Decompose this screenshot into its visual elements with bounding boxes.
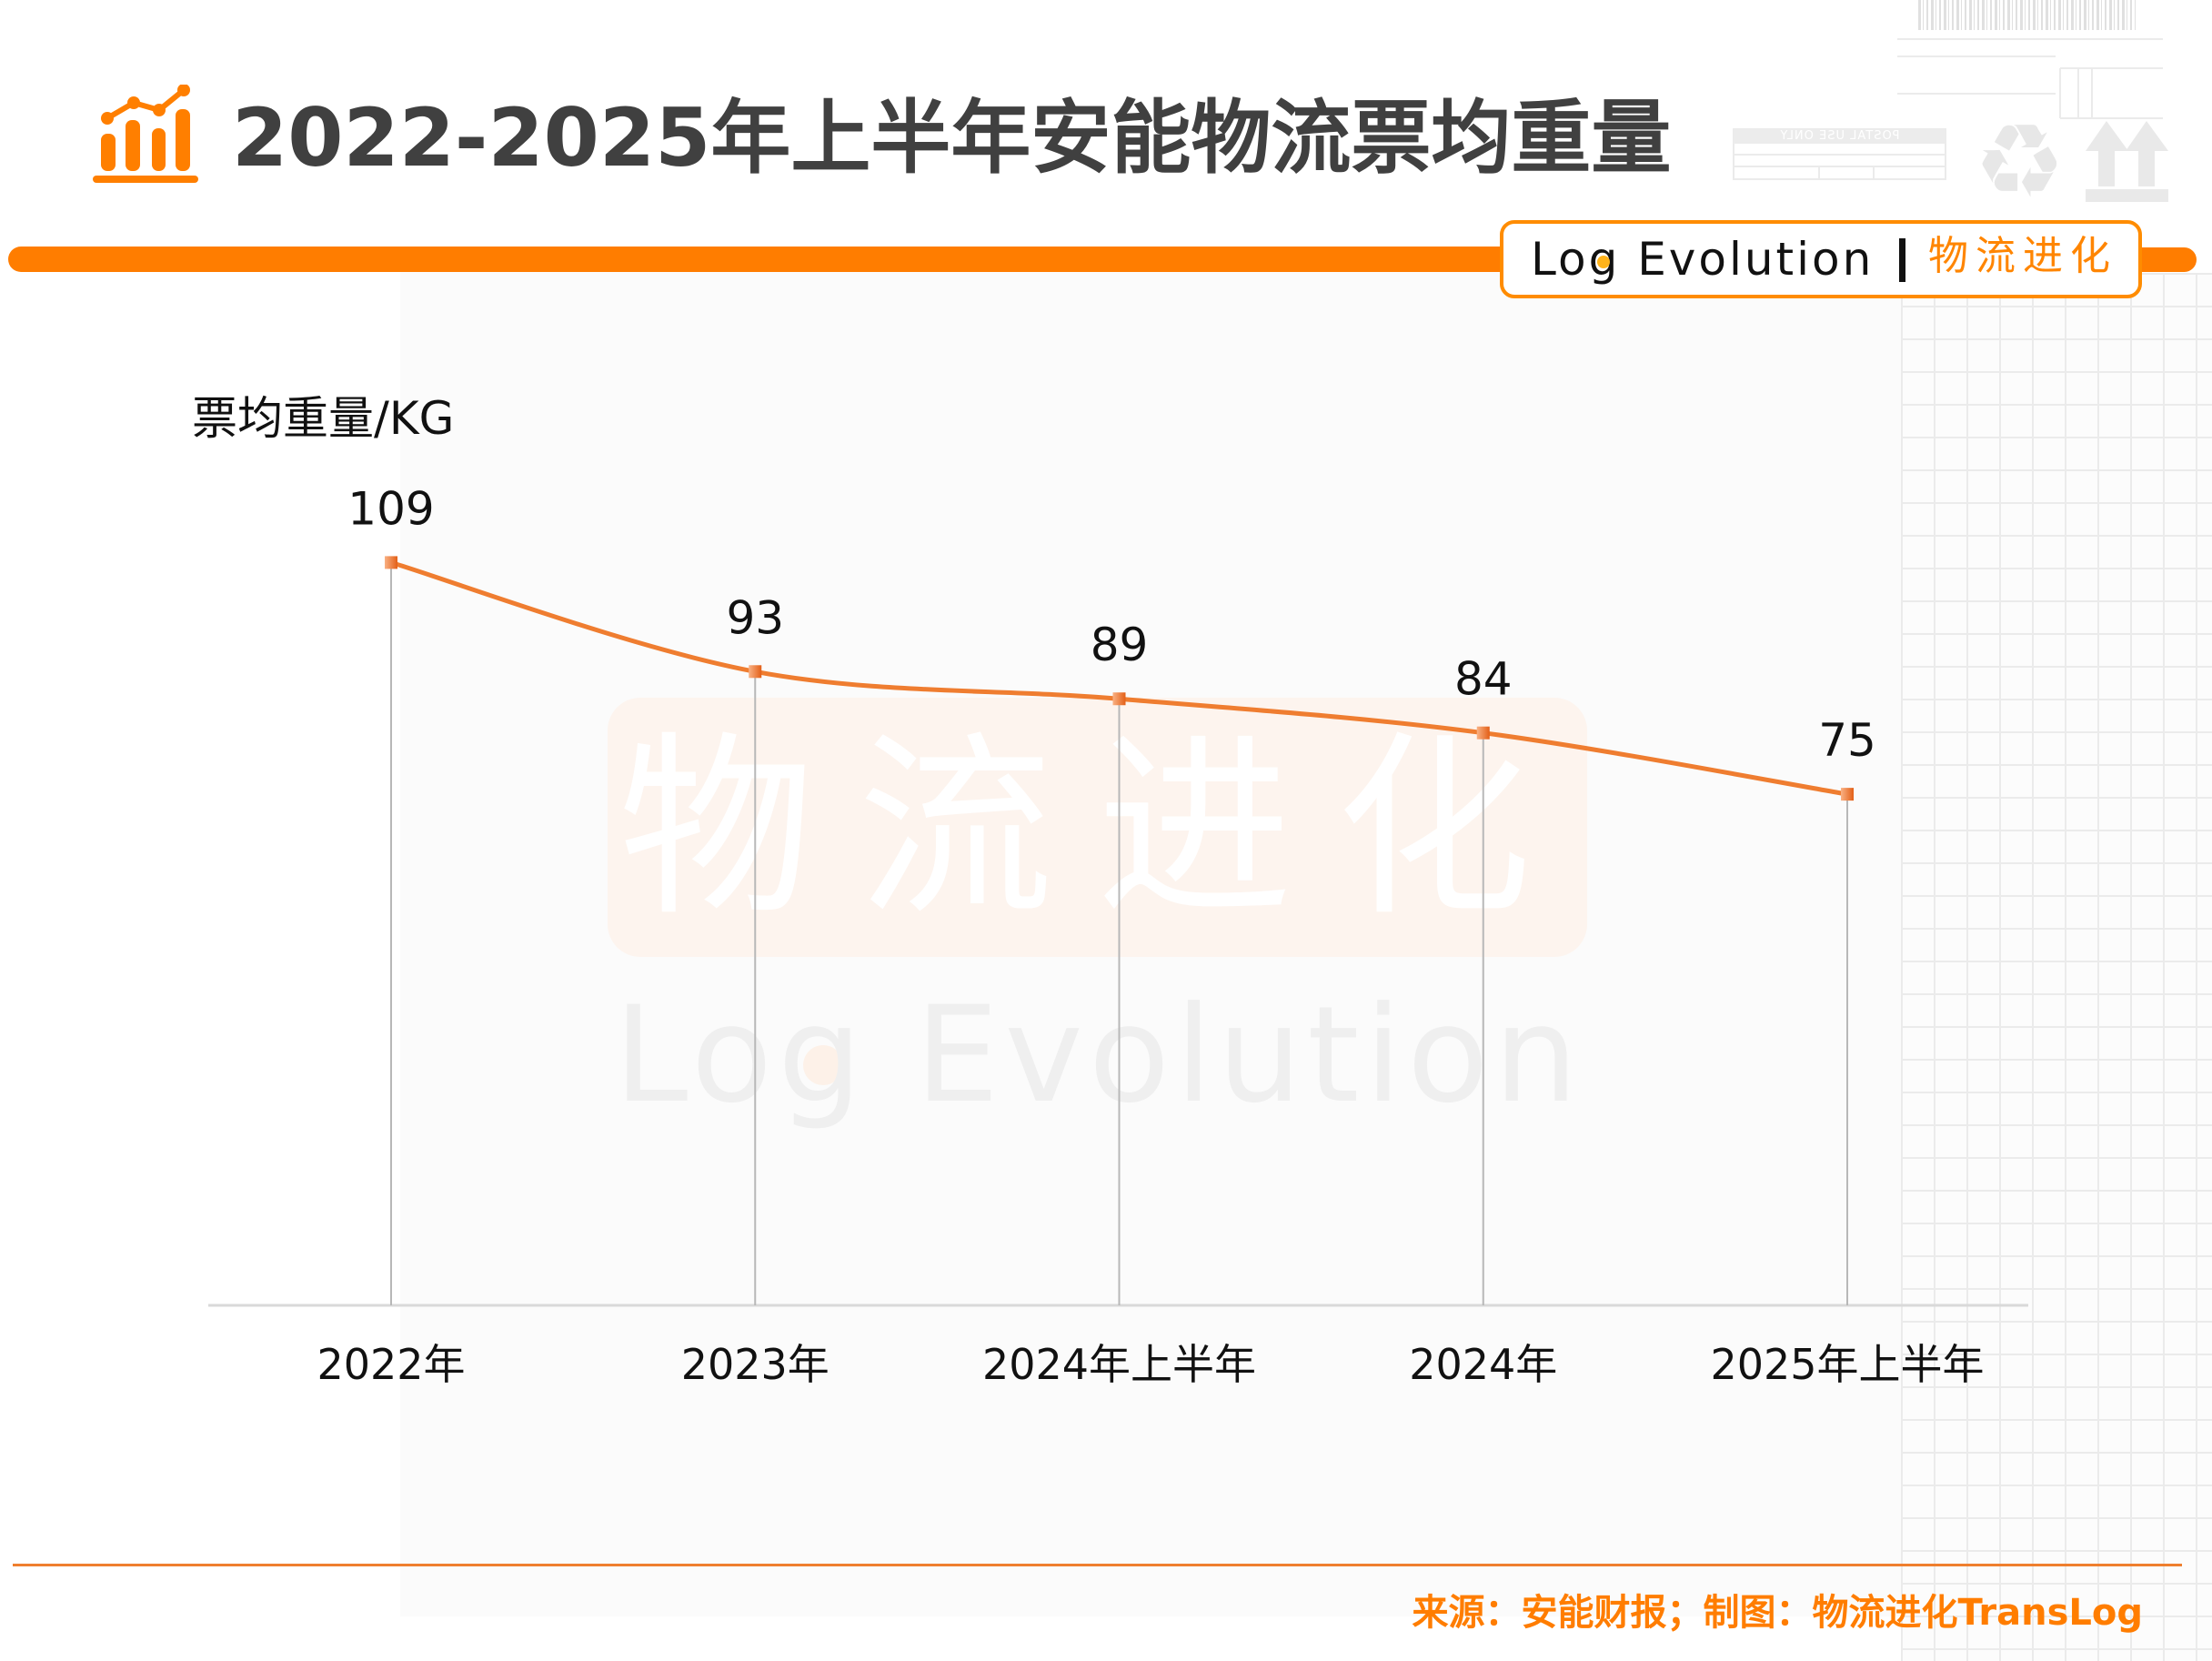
shipping-label-decoration [1733, 38, 2168, 202]
x-tick-label: 2024年上半年 [982, 1340, 1256, 1389]
x-tick-label: 2022年 [317, 1340, 465, 1389]
footer-divider [13, 1564, 2182, 1566]
barcode-decoration [1918, 0, 2136, 30]
x-tick-label: 2025年上半年 [1710, 1340, 1984, 1389]
data-point-marker [385, 556, 397, 569]
data-point-marker [1112, 692, 1126, 706]
brand-name-cn: 物流进化 [1928, 233, 2117, 279]
data-point-marker [1476, 726, 1490, 740]
brand-name-en: Log Evolution [1531, 233, 1875, 286]
source-note: 来源：安能财报；制图：物流进化TransLog [1412, 1592, 2144, 1634]
data-label: 84 [1454, 653, 1513, 706]
this-side-up-arrows-icon [2086, 121, 2168, 202]
data-point-marker [1841, 788, 1854, 801]
x-tick-label: 2024年 [1409, 1340, 1557, 1389]
watermark-en: Log Evolution [614, 978, 1584, 1132]
x-tick-label: 2023年 [681, 1340, 830, 1389]
brand-logo-dot [1597, 256, 1610, 268]
grid-paper-decoration [1901, 273, 2212, 1661]
data-label: 89 [1091, 619, 1149, 671]
recycle-icon: ♻ [1974, 103, 2066, 221]
page-title: 2022-2025年上半年安能物流票均重量 [232, 91, 1672, 185]
data-label: 75 [1818, 714, 1876, 767]
watermark-cn: 物流进化 [618, 714, 1575, 942]
y-axis-label: 票均重量/KG [192, 392, 455, 445]
data-point-marker [749, 665, 762, 679]
header-accent-bar [8, 247, 1518, 272]
data-label: 109 [347, 482, 434, 535]
brand-separator [1899, 238, 1905, 282]
watermark-box [608, 698, 1587, 957]
postal-header-band [1734, 129, 1946, 144]
data-label: 93 [726, 591, 784, 644]
watermark-logo-dot [803, 1045, 843, 1085]
bar-line-chart-icon [93, 85, 198, 183]
